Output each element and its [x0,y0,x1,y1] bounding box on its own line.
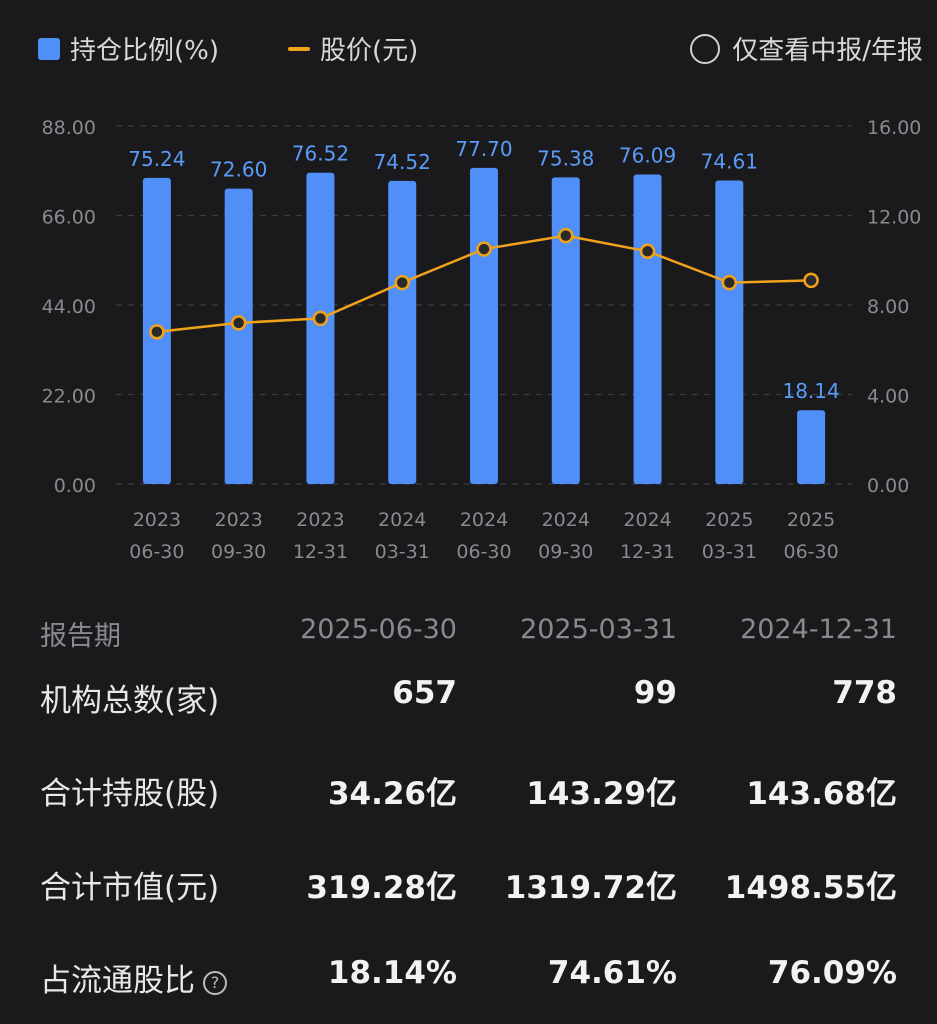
price-point [639,243,656,260]
row-value: 319.28亿 [306,870,457,906]
x-tick-label-date: 06-30 [129,541,184,563]
x-tick-label-date: 03-31 [702,541,757,563]
bar-data-label: 18.14 [782,379,839,403]
left-axis-tick-label: 0.00 [54,475,96,497]
holding-chart: 0.00 22.00 44.00 66.00 88.00 0.00 4.00 8.00 12.0… [42,117,922,563]
bar [797,410,826,484]
bar-data-label: 76.52 [292,142,349,166]
row-label: 合计持股(股) [40,776,220,812]
right-axis-tick-label: 0.00 [867,475,909,497]
row-value: 143.68亿 [746,776,897,812]
row-value: 1319.72亿 [504,870,677,906]
bar [388,180,417,484]
bar [633,174,662,485]
legend-item-holding-ratio[interactable]: 持仓比例(%) [38,30,219,67]
bar [224,188,253,484]
row-label: 机构总数(家) [40,683,220,719]
header-col-1: 2025-06-30 [300,614,457,645]
radio-circle-icon[interactable] [690,33,721,64]
row-value: 778 [832,675,897,711]
header-label: 报告期 [40,621,121,652]
row-value: 34.26亿 [327,776,457,812]
x-tick-label-year: 2024 [542,509,590,531]
row-value: 18.14% [327,955,457,991]
x-tick-label-year: 2024 [460,509,508,531]
row-value: 99 [633,675,677,711]
x-tick-label-year: 2023 [214,509,262,531]
bar [306,172,335,484]
left-axis-tick-label: 66.00 [42,207,96,229]
row-label-with-help: 占流通股比? [40,955,227,1000]
line-legend-swatch [288,46,310,51]
bar [715,180,744,484]
bar-data-label: 76.09 [619,143,676,167]
x-tick-label-year: 2025 [705,509,753,531]
x-tick-label-date: 12-31 [620,541,675,563]
price-point [721,274,738,291]
right-axis-tick-label: 8.00 [867,296,909,318]
left-axis-tick-label: 22.00 [42,386,96,408]
price-point [394,274,410,291]
row-value: 76.09% [767,955,897,991]
left-axis-tick-label: 44.00 [42,296,96,318]
price-point [149,324,165,340]
bar-legend-swatch [38,37,60,60]
row-label: 占流通股比 [40,963,195,999]
legend-label-holding-ratio: 持仓比例(%) [70,36,219,66]
legend-label-stock-price: 股价(元) [320,36,419,66]
x-tick-label-year: 2023 [296,509,344,531]
x-tick-label-date: 09-30 [211,541,266,563]
bar [551,177,580,484]
x-tick-label-date: 12-31 [293,541,348,563]
header-col-3: 2024-12-31 [740,614,897,645]
question-circle-icon[interactable]: ? [203,970,227,995]
row-value: 74.61% [547,955,677,991]
x-tick-label-year: 2024 [378,509,426,531]
x-tick-label-year: 2023 [133,509,181,531]
x-tick-label-date: 09-30 [538,541,593,563]
bar-data-label: 74.61 [701,149,758,173]
left-axis-tick-label: 88.00 [42,117,96,139]
header-col-2: 2025-03-31 [520,614,677,645]
right-axis-tick-label: 16.00 [867,117,921,139]
row-value: 1498.55亿 [724,870,897,906]
bar-data-label: 74.52 [374,150,431,174]
bar-data-label: 75.24 [128,147,185,171]
bar [470,167,498,484]
price-point [558,227,574,244]
bar-data-label: 77.70 [455,137,512,161]
report-only-toggle[interactable]: 仅查看中报/年报 [690,30,923,67]
price-point [230,315,247,331]
price-point [312,310,329,327]
x-tick-label-year: 2025 [787,509,835,531]
x-tick-label-date: 06-30 [784,541,839,563]
x-tick-label-date: 06-30 [456,541,511,563]
bar-data-label: 75.38 [537,146,594,170]
right-axis-tick-label: 4.00 [867,386,909,408]
chart-legend: 持仓比例(%) 股价(元) 仅查看中报/年报 [38,30,923,74]
x-tick-label-date: 03-31 [375,541,430,563]
legend-item-stock-price[interactable]: 股价(元) [288,30,418,67]
right-axis-tick-label: 12.00 [867,207,921,229]
price-point [803,272,819,289]
x-tick-label-year: 2024 [623,509,671,531]
bar-data-label: 72.60 [210,158,267,182]
toggle-label: 仅查看中报/年报 [732,36,923,66]
row-value: 143.29亿 [526,776,677,812]
row-label: 合计市值(元) [40,870,220,906]
price-point [476,241,492,257]
row-value: 657 [392,675,457,711]
